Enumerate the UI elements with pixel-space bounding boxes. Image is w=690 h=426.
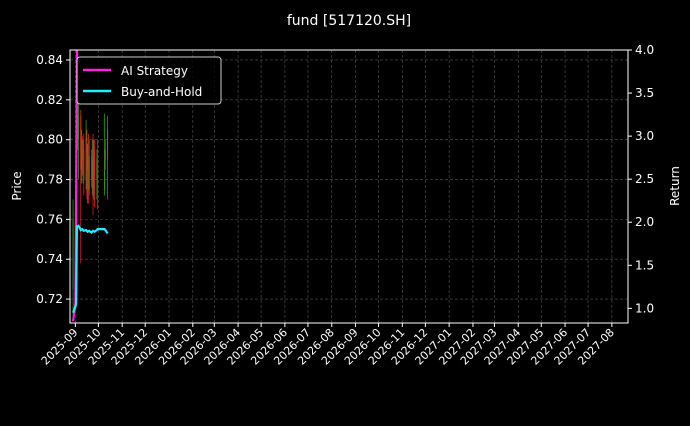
y-tick-label-left: 0.78 [36,173,63,187]
candle-body [81,139,83,160]
candle-body [88,155,90,190]
candle-body [80,115,82,170]
y-tick-label-right: 4.0 [635,43,654,57]
candle-body [72,219,74,290]
y-tick-label-left: 0.72 [36,292,63,306]
candle-body [81,139,83,170]
candle-body [77,115,79,140]
y-tick-label-right: 3.5 [635,86,654,100]
candle-body [83,149,85,180]
candle-body [85,139,87,180]
y-tick-label-left: 0.82 [36,93,63,107]
y-tick-label-left: 0.74 [36,252,63,266]
candle-body [104,149,106,190]
return-lines [71,50,109,322]
legend: AI Strategy Buy-and-Hold [76,56,222,105]
legend-label-buyhold: Buy-and-Hold [121,85,202,99]
candle-body [86,139,88,170]
chart-title: fund [517120.SH] [287,13,411,29]
y-tick-label-right: 2.0 [635,215,654,229]
y-axis-label-right: Return [668,166,682,206]
candle-body [93,149,95,190]
candle-body [91,159,93,180]
y-tick-label-left: 0.84 [36,53,63,67]
buy-and-hold-line [72,224,109,314]
candle-body [104,149,106,160]
legend-label-strategy: AI Strategy [121,64,188,78]
candle-body [87,159,89,190]
candle-body [82,149,84,160]
candle-body [92,159,94,190]
candle-body [96,159,98,180]
candle-body [94,149,96,180]
y-tick-label-left: 0.80 [36,133,63,147]
legend-box [76,56,222,105]
candle-body [87,159,89,170]
y-tick-label-right: 3.0 [635,129,654,143]
y-tick-label-right: 1.0 [635,301,654,315]
y-tick-label-right: 1.5 [635,258,654,272]
y-axis-label-left: Price [10,171,24,200]
y-tick-label-right: 2.5 [635,172,654,186]
plot-frame [69,49,629,324]
candle-body [90,155,92,180]
y-tick-label-left: 0.76 [36,212,63,226]
candle-body [107,129,109,160]
candle-body [97,159,99,190]
